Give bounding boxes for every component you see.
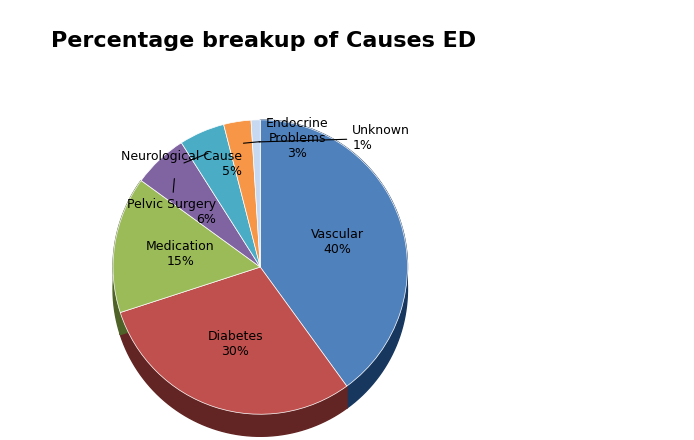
Wedge shape (120, 267, 347, 414)
Wedge shape (251, 120, 260, 267)
Wedge shape (223, 120, 260, 267)
Wedge shape (113, 180, 260, 312)
Text: Endocrine
Problems
3%: Endocrine Problems 3% (244, 117, 328, 160)
Text: Diabetes
30%: Diabetes 30% (208, 330, 263, 358)
Polygon shape (120, 267, 260, 334)
Polygon shape (260, 120, 407, 408)
Text: Vascular
40%: Vascular 40% (311, 228, 364, 256)
Polygon shape (120, 312, 347, 436)
Text: Pelvic Surgery
6%: Pelvic Surgery 6% (127, 179, 216, 226)
Wedge shape (260, 120, 407, 386)
Text: Percentage breakup of Causes ED: Percentage breakup of Causes ED (51, 31, 476, 51)
Text: Medication
15%: Medication 15% (146, 240, 214, 268)
Wedge shape (181, 125, 260, 267)
Wedge shape (141, 143, 260, 267)
Polygon shape (120, 267, 260, 334)
Polygon shape (260, 267, 347, 408)
Text: Neurological Cause
5%: Neurological Cause 5% (121, 150, 242, 178)
Polygon shape (260, 267, 347, 408)
Text: Unknown
1%: Unknown 1% (259, 124, 410, 152)
Polygon shape (113, 180, 141, 334)
